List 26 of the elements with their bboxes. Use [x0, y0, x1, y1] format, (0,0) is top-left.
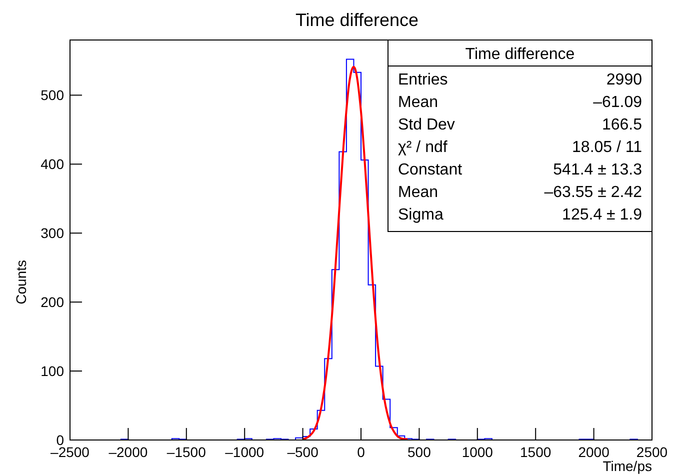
- y-tick-label: 500: [40, 87, 64, 104]
- x-tick-label: 1500: [520, 444, 552, 460]
- text: Mean –63.55 ± 2.42: [398, 184, 642, 201]
- x-tick-label: –1000: [225, 444, 264, 460]
- y-axis-title: Counts: [13, 260, 29, 304]
- text: Sigma 125.4 ± 1.9: [398, 206, 642, 224]
- text: Mean –61.09: [398, 94, 642, 111]
- y-tick-label: 100: [40, 363, 64, 380]
- x-axis-title: Time/ps: [602, 458, 652, 474]
- y-tick-label: 200: [40, 294, 64, 310]
- text: Constant 541.4 ± 13.3: [398, 162, 642, 178]
- x-tick-label: 500: [408, 444, 432, 460]
- legend-title: Time difference: [465, 46, 575, 63]
- x-tick-label: –2000: [108, 444, 148, 460]
- x-tick-label: –500: [287, 444, 319, 460]
- x-tick-label: 1000: [462, 444, 494, 460]
- x-tick-label: –1500: [166, 444, 206, 460]
- text: χ² / ndf 18.05 / 11: [398, 139, 642, 156]
- y-tick-label: 400: [40, 156, 64, 172]
- y-tick-label: 300: [40, 225, 64, 242]
- x-tick-label: 2000: [578, 444, 610, 460]
- chart-title: Time difference: [295, 10, 419, 30]
- text: Entries 2990: [398, 72, 642, 88]
- text: Std Dev 166.5: [398, 116, 642, 134]
- x-tick-label: 2500: [636, 444, 668, 460]
- x-tick-label: 0: [357, 444, 366, 460]
